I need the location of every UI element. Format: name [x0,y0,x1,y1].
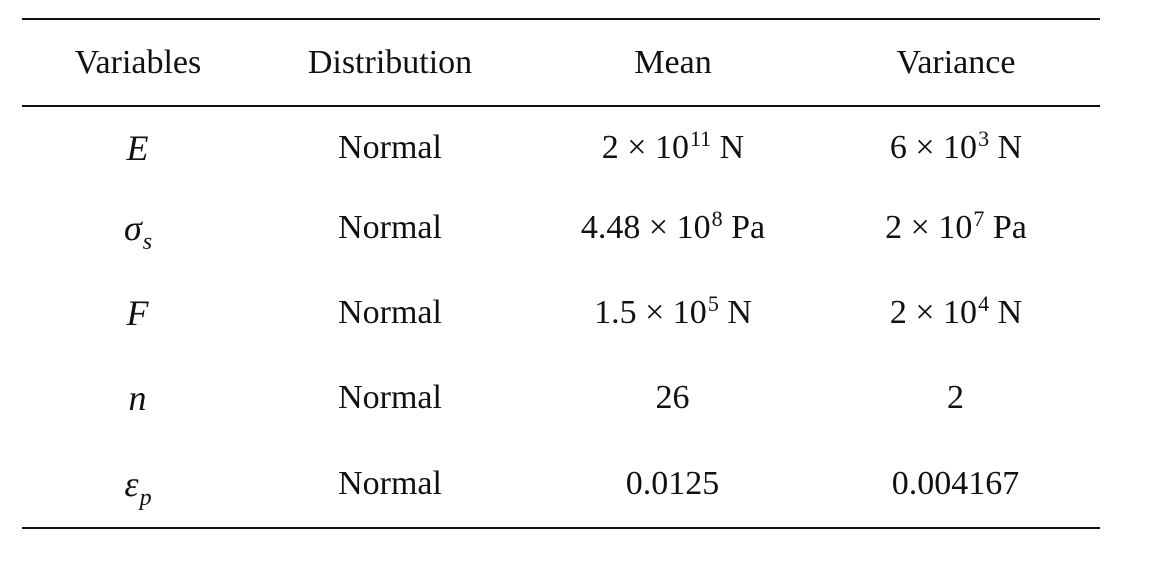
variance-cell: 2 × 107 Pa [885,206,1027,247]
variable-cell: F [126,293,149,333]
table-header-rule [22,105,1100,107]
variance-cell: 2 × 104 N [889,291,1023,332]
table-bottom-rule [22,527,1100,529]
header-variables: Variables [74,44,202,81]
mean-cell: 1.5 × 105 N [594,291,752,332]
header-mean: Mean [634,44,712,81]
mean-cell: 0.0125 [625,465,720,502]
distribution-cell: Normal [338,209,442,246]
header-variance: Variance [896,44,1016,81]
distribution-cell: Normal [338,465,442,502]
mean-cell: 26 [655,379,690,416]
variance-cell: 2 [947,379,964,416]
variable-cell: εp [124,464,152,511]
variable-cell: σs [123,208,153,255]
distribution-cell: Normal [338,294,442,331]
variance-cell: 0.004167 [891,465,1020,502]
mean-cell: 2 × 1011 N [601,126,745,167]
table-top-rule [22,18,1100,20]
variable-cell: n [128,378,147,418]
distribution-cell: Normal [338,379,442,416]
distribution-cell: Normal [338,129,442,166]
mean-cell: 4.48 × 108 Pa [580,206,766,247]
variance-cell: 6 × 103 N [889,126,1023,167]
variable-cell: E [126,128,149,168]
header-distribution: Distribution [307,44,473,81]
